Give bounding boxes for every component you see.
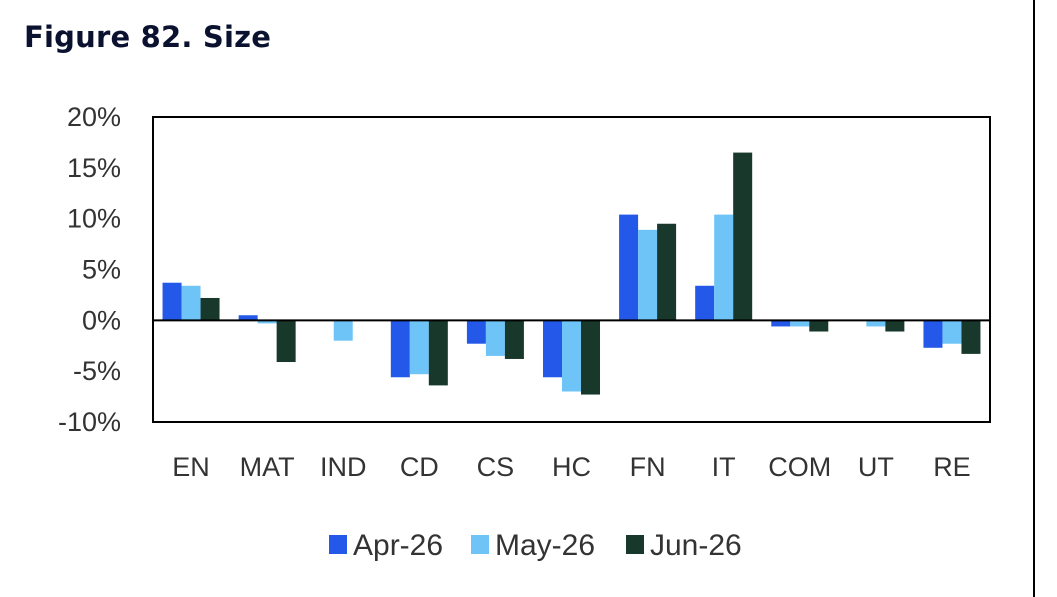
legend-swatch-apr-26 [329,535,347,554]
bar-jun-26-it [733,152,753,321]
bar-may-26-ut [866,320,886,327]
bar-jun-26-re [961,320,981,354]
legend-label: May-26 [495,529,595,562]
y-axis-ticks: 20% 15% 10% 5% 0% -5% -10% [58,102,121,437]
bar-apr-26-cs [466,320,486,344]
bar-may-26-com [790,320,810,327]
bar-apr-26-mat [238,315,258,321]
x-axis-categories: EN MAT IND CD CS HC FN IT COM UT RE [172,452,970,482]
bar-may-26-hc [562,320,581,392]
bar-may-26-mat [257,320,277,324]
x-category-label: EN [172,452,210,482]
bar-jun-26-cs [504,320,524,359]
bar-jun-26-hc [581,320,600,395]
x-category-label: IND [320,452,367,482]
y-tick-label: 15% [67,153,121,183]
y-tick-label: 0% [82,305,121,335]
bar-may-26-ind [333,320,353,341]
x-category-label: CS [477,452,515,482]
bar-may-26-cs [485,320,505,356]
right-border-rule [1033,0,1035,597]
bars-group [162,152,981,395]
x-category-label: CD [400,452,439,482]
figure-title: Figure 82. Size [24,20,272,54]
legend-label: Apr-26 [353,529,443,562]
y-tick-label: -10% [58,407,121,437]
bar-jun-26-cd [428,320,448,386]
bar-apr-26-en [162,282,182,321]
bar-may-26-it [714,214,734,321]
y-tick-label: 10% [67,204,121,234]
bar-may-26-re [942,320,962,344]
bar-jun-26-fn [657,223,677,321]
bar-jun-26-en [200,297,220,321]
legend-swatch-jun-26 [626,535,644,554]
plot-area-frame [152,116,991,423]
bar-jun-26-com [809,320,829,332]
legend-label: Jun-26 [650,529,742,562]
legend-swatch-may-26 [471,535,489,554]
bar-jun-26-mat [276,320,296,363]
bar-apr-26-hc [543,320,562,378]
x-category-label: COM [768,452,831,482]
bar-apr-26-com [771,320,791,327]
x-category-label: HC [552,452,591,482]
bar-may-26-cd [409,320,429,375]
x-category-label: IT [712,452,736,482]
bar-may-26-en [181,285,201,321]
x-category-label: UT [858,452,894,482]
bar-apr-26-fn [619,214,639,321]
y-tick-label: 20% [67,102,121,132]
x-category-label: MAT [240,452,295,482]
legend: Apr-26 May-26 Jun-26 [329,529,742,562]
x-category-label: RE [933,452,971,482]
bar-may-26-fn [638,229,658,321]
bar-apr-26-cd [390,320,410,378]
bar-apr-26-it [695,285,715,321]
bar-apr-26-re [923,320,943,348]
y-tick-label: 5% [82,255,121,285]
bar-jun-26-ut [885,320,905,332]
x-category-label: FN [630,452,666,482]
y-tick-label: -5% [73,356,121,386]
